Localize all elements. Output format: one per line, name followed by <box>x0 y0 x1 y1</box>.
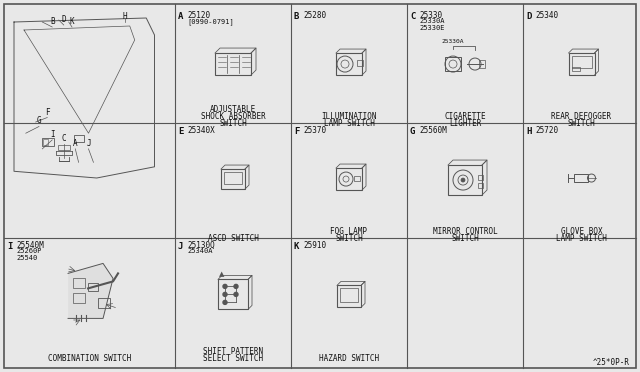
Bar <box>74 135 84 142</box>
Circle shape <box>223 292 227 296</box>
Bar <box>221 169 245 189</box>
Text: SWITCH: SWITCH <box>451 234 479 243</box>
Bar <box>98 298 110 308</box>
Circle shape <box>223 301 227 304</box>
Text: LAMP SWITCH: LAMP SWITCH <box>556 234 607 243</box>
Bar <box>224 172 242 184</box>
Bar <box>336 53 362 75</box>
Text: 25330A: 25330A <box>419 18 445 24</box>
Text: 25130Q: 25130Q <box>187 241 215 250</box>
Bar <box>478 175 483 180</box>
Text: SWITCH: SWITCH <box>568 119 595 128</box>
Circle shape <box>234 285 238 288</box>
Text: SELECT SWITCH: SELECT SWITCH <box>203 354 263 363</box>
Text: SHIFT PATTERN: SHIFT PATTERN <box>203 347 263 356</box>
Bar <box>568 53 595 75</box>
Text: G: G <box>410 127 415 136</box>
Bar <box>445 57 461 71</box>
Text: J: J <box>86 139 91 148</box>
Text: 25340X: 25340X <box>187 126 215 135</box>
Bar <box>43 139 48 145</box>
Text: SWITCH: SWITCH <box>219 119 247 128</box>
Text: G: G <box>36 116 42 125</box>
Bar <box>479 60 485 68</box>
Text: H: H <box>122 12 127 21</box>
Text: 25540: 25540 <box>16 255 37 261</box>
Text: COMBINATION SWITCH: COMBINATION SWITCH <box>48 354 131 363</box>
Text: C: C <box>410 12 415 21</box>
Text: ▲: ▲ <box>219 272 225 278</box>
Text: HAZARD SWITCH: HAZARD SWITCH <box>319 354 379 363</box>
Text: FOG LAMP: FOG LAMP <box>330 227 367 236</box>
Text: D: D <box>61 15 66 24</box>
Text: MIRROR CONTROL: MIRROR CONTROL <box>433 227 497 236</box>
Circle shape <box>223 285 227 288</box>
Circle shape <box>234 292 238 296</box>
Bar <box>73 294 85 304</box>
Polygon shape <box>68 263 113 318</box>
Text: I: I <box>50 130 54 139</box>
Bar <box>218 279 248 310</box>
Text: 25370: 25370 <box>303 126 326 135</box>
Text: A: A <box>178 12 184 21</box>
Text: CIGARETTE: CIGARETTE <box>444 112 486 121</box>
Text: 25560M: 25560M <box>419 126 447 135</box>
Text: F: F <box>45 108 49 116</box>
Bar <box>337 285 361 307</box>
Bar <box>572 56 591 68</box>
Bar <box>336 168 362 190</box>
Text: 25260P: 25260P <box>16 248 42 254</box>
Text: 25340A: 25340A <box>187 248 212 254</box>
Bar <box>573 174 588 182</box>
Bar <box>58 145 70 150</box>
Text: SWITCH: SWITCH <box>335 234 363 243</box>
Text: 25340: 25340 <box>535 11 558 20</box>
Text: E: E <box>178 127 184 136</box>
Text: REAR DEFOGGER: REAR DEFOGGER <box>552 112 612 121</box>
Text: 25330A: 25330A <box>442 39 464 44</box>
Text: B: B <box>294 12 300 21</box>
Bar <box>354 176 360 181</box>
Bar <box>357 60 363 66</box>
Text: K: K <box>70 17 74 26</box>
Text: 25330: 25330 <box>419 11 442 20</box>
Text: ASCD SWITCH: ASCD SWITCH <box>207 234 259 243</box>
Text: LAMP SWITCH: LAMP SWITCH <box>324 119 374 128</box>
Bar <box>88 283 98 291</box>
Text: D: D <box>526 12 531 21</box>
Text: 25330E: 25330E <box>419 25 445 31</box>
Text: ADJUSTABLE: ADJUSTABLE <box>210 105 256 114</box>
Text: F: F <box>294 127 300 136</box>
Text: 25910: 25910 <box>303 241 326 250</box>
Text: 25540M: 25540M <box>16 241 44 250</box>
Text: GLOVE BOX: GLOVE BOX <box>561 227 602 236</box>
Text: SHOCK ABSORBER: SHOCK ABSORBER <box>200 112 266 121</box>
Text: J: J <box>178 242 184 251</box>
Text: 25720: 25720 <box>535 126 558 135</box>
Text: 25280: 25280 <box>303 11 326 20</box>
Text: [0990-0791]: [0990-0791] <box>187 18 234 25</box>
Text: I: I <box>7 242 12 251</box>
Bar <box>215 53 251 75</box>
Text: A: A <box>73 139 77 148</box>
Text: H: H <box>526 127 531 136</box>
Bar <box>478 183 483 188</box>
Bar <box>572 67 579 71</box>
Text: LIGHTER: LIGHTER <box>449 119 481 128</box>
Text: ^25*0P-R: ^25*0P-R <box>593 358 630 367</box>
Bar <box>448 165 482 195</box>
Bar <box>42 138 54 146</box>
Text: 25120: 25120 <box>187 11 210 20</box>
Text: ILLUMINATION: ILLUMINATION <box>321 112 377 121</box>
Bar <box>73 278 85 288</box>
Circle shape <box>461 178 465 182</box>
Text: C: C <box>61 134 66 143</box>
Text: K: K <box>294 242 300 251</box>
Text: B: B <box>50 17 54 26</box>
Bar <box>340 288 358 302</box>
